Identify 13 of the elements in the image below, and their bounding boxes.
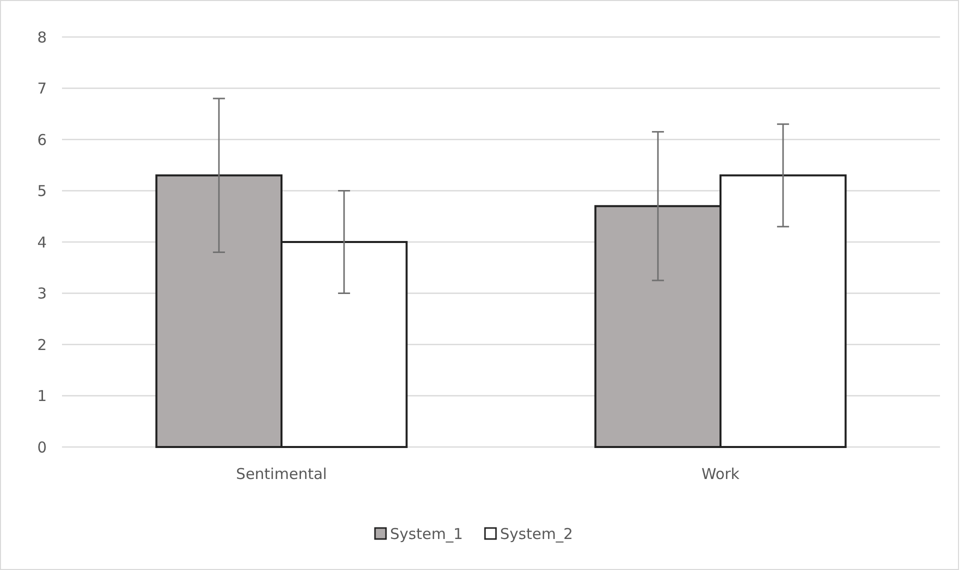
legend-label: System_2: [500, 524, 573, 543]
y-tick-label: 3: [37, 284, 47, 302]
x-tick-label: Sentimental: [236, 465, 327, 483]
y-tick-label: 8: [37, 28, 47, 46]
y-tick-label: 1: [37, 387, 47, 405]
y-tick-label: 2: [37, 336, 47, 354]
x-tick-label: Work: [702, 465, 740, 483]
y-tick-label: 5: [37, 182, 47, 200]
y-tick-label: 7: [37, 80, 47, 98]
legend-label: System_1: [390, 524, 463, 543]
y-tick-label: 4: [37, 233, 47, 252]
y-tick-label: 6: [37, 130, 47, 149]
y-tick-label: 0: [37, 438, 47, 456]
